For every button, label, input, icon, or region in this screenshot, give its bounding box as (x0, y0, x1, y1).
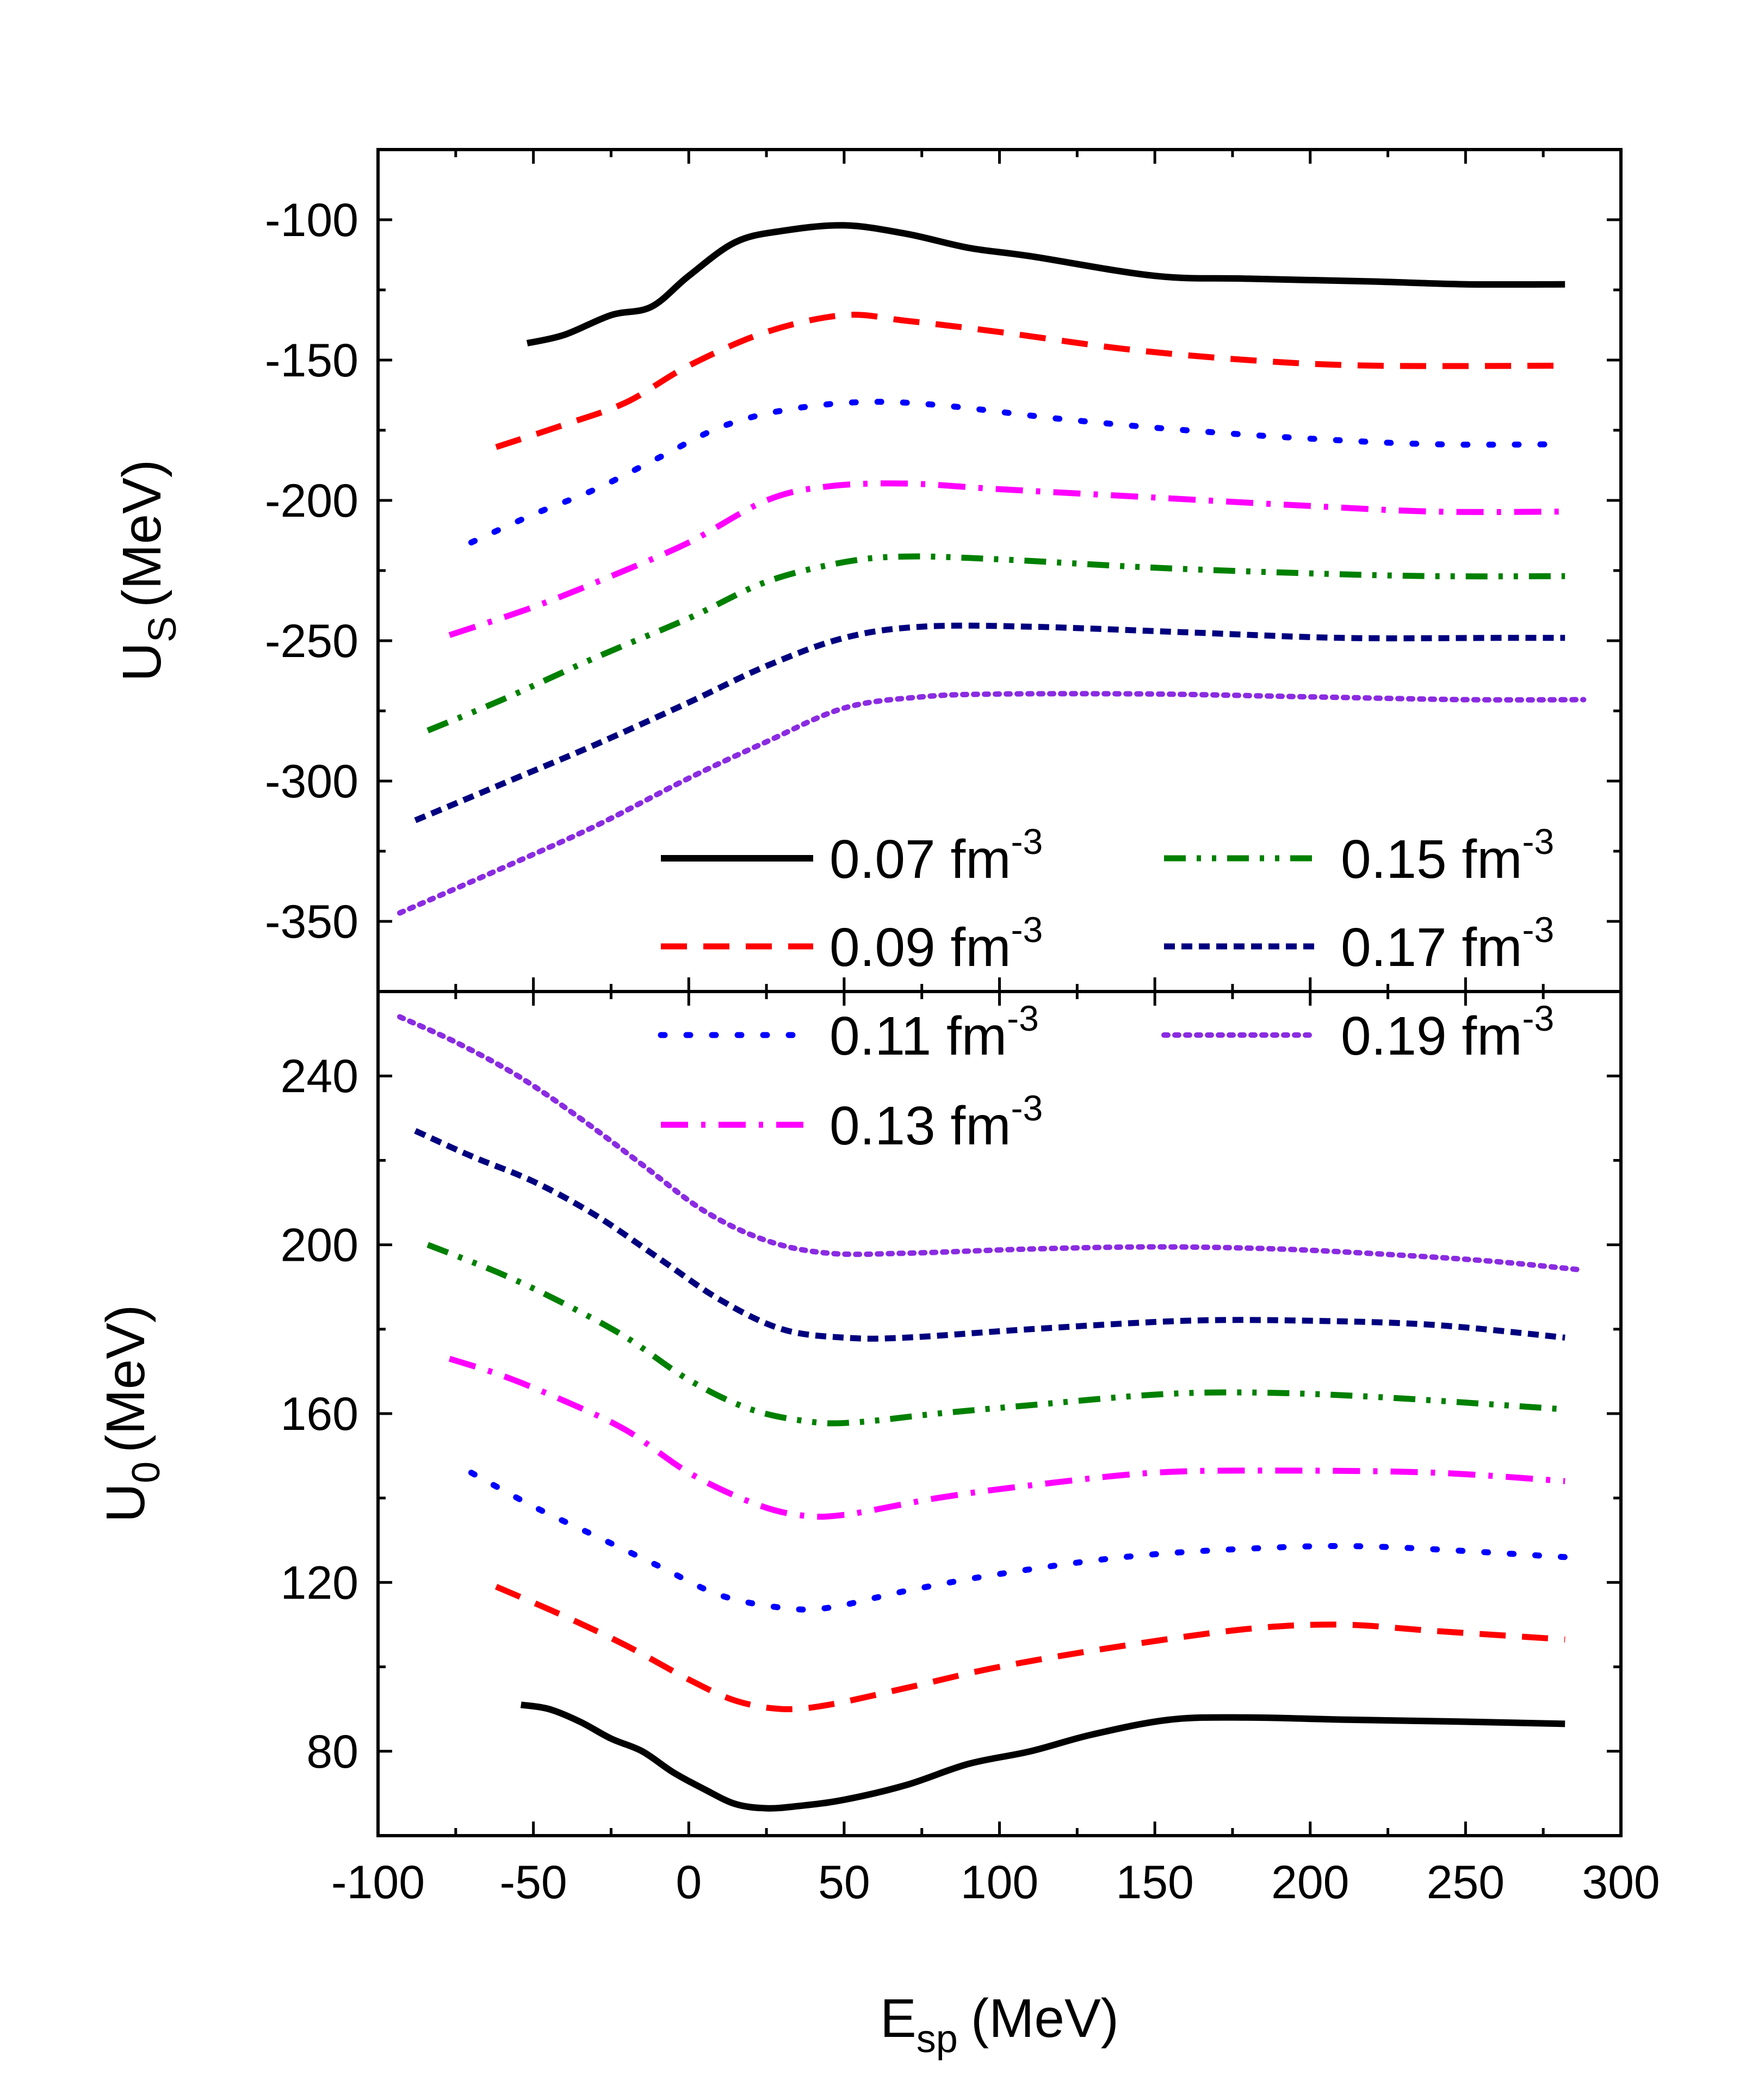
legend-density: 0.09 (830, 917, 950, 978)
lower-series-0.19 (397, 1014, 1587, 1273)
lower-y-axis-label-subscript: 0 (125, 1461, 168, 1483)
xtick-label: 250 (1427, 1856, 1505, 1909)
upper-ytick-label: -350 (265, 896, 358, 948)
legend-label-0.07: 0.07 fm-3 (830, 821, 1043, 890)
lower-ytick-label: 160 (281, 1388, 359, 1440)
legend-exponent: -3 (1522, 909, 1555, 950)
x-axis-label-unit: (MeV) (971, 1988, 1119, 2049)
upper-series-0.17 (414, 622, 1565, 823)
lower-ytick-label: 80 (306, 1726, 358, 1778)
upper-ytick-label: -250 (265, 615, 358, 667)
lower-panel-frame (376, 990, 1623, 1837)
xtick-label: 50 (818, 1856, 870, 1909)
upper-ytick-label: -300 (265, 755, 358, 808)
legend-exponent: -3 (1011, 1088, 1043, 1128)
legend-density: 0.19 (1341, 1006, 1462, 1067)
upper-ytick-label: -100 (265, 194, 358, 246)
upper-y-axis-label-main: U (112, 642, 172, 682)
xtick-label: 200 (1271, 1856, 1350, 1909)
legend-exponent: -3 (1522, 998, 1555, 1038)
upper-y-axis-label-unit: (MeV) (112, 460, 172, 608)
lower-series-0.15 (426, 1242, 1565, 1427)
lower-y-axis-label-main: U (95, 1483, 156, 1522)
legend-unit: fm (1462, 829, 1522, 890)
xtick-label: 100 (961, 1856, 1039, 1909)
upper-series-0.07 (526, 222, 1565, 346)
legend-density: 0.15 (1341, 829, 1462, 890)
xtick-label: 300 (1582, 1856, 1660, 1909)
xtick-label: 0 (676, 1856, 702, 1909)
legend-unit: fm (1462, 1006, 1522, 1067)
xtick-label: -100 (331, 1856, 425, 1909)
lower-series-0.07 (520, 1701, 1565, 1812)
legend-unit: fm (946, 1006, 1007, 1067)
legend-label-0.19: 0.19 fm-3 (1341, 998, 1554, 1067)
legend-unit: fm (950, 1095, 1011, 1156)
upper-series-0.09 (495, 312, 1565, 450)
axis-labels: Esp (MeV) US(MeV) U0(MeV) (95, 460, 1119, 2061)
legend-density: 0.07 (830, 829, 950, 890)
legend-density: 0.13 (830, 1095, 950, 1156)
lower-ytick-label: 120 (281, 1557, 359, 1609)
legend-unit: fm (950, 917, 1011, 978)
x-axis-label-subscript: sp (917, 2017, 958, 2061)
x-axis-label: Esp (MeV) (880, 1988, 1119, 2061)
xtick-label: 150 (1116, 1856, 1194, 1909)
legend-label-0.09: 0.09 fm-3 (830, 909, 1043, 978)
tick-labels: -100-150-200-250-300-35080120160200240-1… (265, 194, 1660, 1909)
legend: 0.07 fm-30.09 fm-30.11 fm-30.13 fm-30.15… (658, 821, 1554, 1156)
legend-unit: fm (950, 829, 1011, 890)
upper-y-axis-label-subscript: S (141, 616, 184, 642)
upper-series-0.13 (448, 480, 1565, 638)
lower-ytick-label: 240 (281, 1050, 359, 1102)
panel-frames (376, 148, 1623, 1837)
legend-density: 0.17 (1341, 917, 1462, 978)
xtick-label: -50 (499, 1856, 567, 1909)
legend-label-0.13: 0.13 fm-3 (830, 1088, 1043, 1156)
legend-exponent: -3 (1522, 821, 1555, 862)
legend-label-0.17: 0.17 fm-3 (1341, 909, 1554, 978)
legend-exponent: -3 (1011, 821, 1043, 862)
legend-unit: fm (1462, 917, 1522, 978)
legend-exponent: -3 (1007, 998, 1039, 1038)
x-axis-label-main: E (880, 1988, 917, 2049)
upper-ytick-label: -150 (265, 334, 358, 387)
upper-series-0.15 (426, 553, 1565, 734)
legend-label-0.15: 0.15 fm-3 (1341, 821, 1554, 890)
legend-density: 0.11 (830, 1006, 946, 1067)
lower-ytick-label: 200 (281, 1219, 359, 1272)
lower-series-0.17 (414, 1128, 1565, 1342)
lower-y-axis-label-unit: (MeV) (95, 1305, 156, 1453)
lower-y-axis-label: U0 (MeV) (95, 1305, 168, 1522)
lower-series-0.11 (468, 1470, 1568, 1613)
upper-ytick-label: -200 (265, 475, 358, 527)
plot-lines (397, 222, 1587, 1812)
upper-series-0.19 (397, 691, 1587, 916)
upper-series-0.11 (468, 399, 1568, 546)
legend-label-0.11: 0.11 fm-3 (830, 998, 1039, 1067)
upper-y-axis-label: US (MeV) (112, 460, 184, 682)
legend-exponent: -3 (1011, 909, 1043, 950)
